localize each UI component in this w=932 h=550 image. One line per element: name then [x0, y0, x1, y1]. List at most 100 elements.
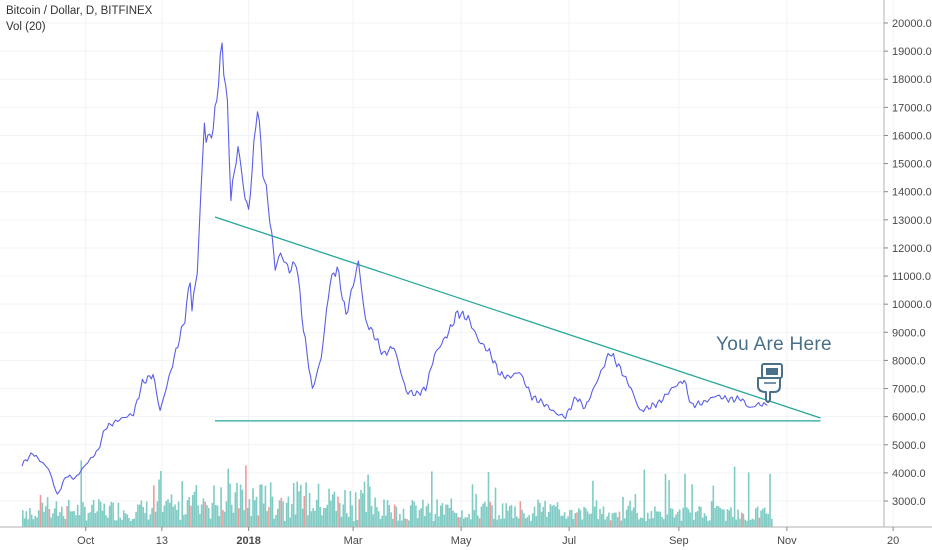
- volume-bar: [277, 508, 279, 527]
- volume-bar: [507, 510, 509, 527]
- volume-bar: [737, 509, 739, 527]
- volume-bar: [535, 516, 538, 527]
- volume-bar: [108, 505, 111, 527]
- volume-bar: [716, 505, 718, 527]
- volume-bar: [588, 514, 591, 527]
- volume-bar: [585, 508, 587, 527]
- volume-bar: [367, 474, 369, 527]
- volume-indicator-label[interactable]: Vol (20): [6, 21, 46, 33]
- volume-bar: [427, 503, 430, 527]
- volume-bar: [144, 513, 146, 527]
- volume-bar: [461, 510, 463, 527]
- volume-bar: [250, 516, 252, 527]
- volume-bar: [434, 514, 437, 527]
- volume-bar: [252, 488, 254, 527]
- volume-bar: [370, 505, 373, 527]
- volume-bar: [84, 506, 86, 527]
- volume-bar: [75, 515, 77, 527]
- volume-bar: [62, 516, 65, 527]
- volume-bar: [48, 509, 51, 527]
- volume-bar: [664, 473, 667, 527]
- volume-bar: [340, 516, 343, 527]
- volume-bar: [510, 504, 513, 527]
- volume-bar: [574, 513, 576, 527]
- volume-bar: [647, 512, 649, 527]
- volume-bar: [562, 515, 564, 527]
- volume-bar: [521, 509, 523, 527]
- volume-bar: [192, 495, 194, 527]
- volume-bar: [505, 503, 507, 527]
- volume-bar: [115, 520, 118, 527]
- volume-bar: [670, 508, 672, 527]
- volume-bar: [641, 518, 644, 527]
- volume-bar: [462, 518, 465, 527]
- volume-bar: [255, 496, 258, 527]
- volume-bar: [206, 505, 208, 527]
- volume-bar: [478, 518, 481, 527]
- volume-bar: [592, 480, 594, 527]
- volume-bar: [50, 517, 52, 527]
- volume-bar: [728, 510, 731, 527]
- volume-bar: [539, 502, 541, 527]
- volume-bar: [213, 485, 215, 527]
- volume-bar: [400, 520, 403, 527]
- volume-bar: [689, 512, 692, 527]
- volume-bar: [554, 506, 557, 527]
- y-tick-label: 19000.0: [892, 46, 932, 58]
- volume-bar: [733, 466, 736, 527]
- volume-bar: [238, 508, 240, 527]
- volume-bar: [454, 512, 456, 527]
- volume-bar: [381, 515, 383, 527]
- volume-bar: [253, 500, 256, 527]
- symbol-title[interactable]: Bitcoin / Dollar, D, BITFINEX: [6, 5, 153, 17]
- volume-bar: [471, 484, 474, 527]
- volume-bar: [680, 520, 683, 527]
- y-tick-label: 13000.0: [892, 215, 932, 227]
- volume-bar: [246, 507, 249, 527]
- volume-bar: [289, 517, 291, 527]
- volume-bar: [323, 508, 325, 527]
- volume-bar: [225, 501, 228, 527]
- volume-bar: [379, 519, 382, 527]
- volume-bar: [59, 512, 61, 527]
- time-axis[interactable]: Oct 13 2018 Mar May Jul Sep Nov 20: [77, 527, 899, 547]
- volume-bar: [169, 502, 171, 527]
- volume-bar: [179, 519, 182, 527]
- volume-bar: [567, 516, 569, 527]
- volume-bar: [553, 504, 555, 527]
- volume-bar: [636, 513, 638, 527]
- volume-bar: [41, 502, 44, 527]
- volume-bar: [650, 510, 653, 527]
- volume-bar: [409, 505, 412, 527]
- volume-bar: [710, 501, 713, 527]
- volume-bar: [565, 518, 568, 527]
- volume-bar: [491, 505, 493, 527]
- volume-bar: [482, 503, 484, 527]
- price-axis[interactable]: 3000.0 4000.0 5000.0 6000.0 7000.0 8000.0 9000…: [884, 18, 932, 508]
- volume-bar: [441, 503, 444, 527]
- volume-bar: [760, 510, 762, 527]
- x-tick-label: 2018: [236, 535, 260, 547]
- volume-bar: [216, 505, 219, 527]
- volume-bar: [544, 500, 546, 527]
- volume-bar: [137, 504, 139, 527]
- volume-bar: [61, 506, 63, 527]
- volume-bar: [643, 469, 646, 527]
- volume-bar: [397, 520, 399, 527]
- volume-bar: [595, 500, 598, 527]
- volume-bar: [475, 493, 477, 527]
- volume-bar: [183, 514, 185, 527]
- volume-bar: [395, 506, 398, 527]
- y-tick-label: 20000.0: [892, 18, 932, 30]
- volume-bar: [771, 518, 773, 527]
- volume-bar: [298, 491, 300, 527]
- volume-bar: [266, 511, 268, 527]
- volume-bar: [498, 514, 500, 527]
- volume-bar: [696, 511, 699, 527]
- volume-bar: [211, 502, 214, 527]
- volume-bar: [537, 499, 539, 527]
- volume-bar: [723, 509, 725, 527]
- volume-bar: [563, 512, 566, 527]
- volume-bar: [285, 502, 288, 527]
